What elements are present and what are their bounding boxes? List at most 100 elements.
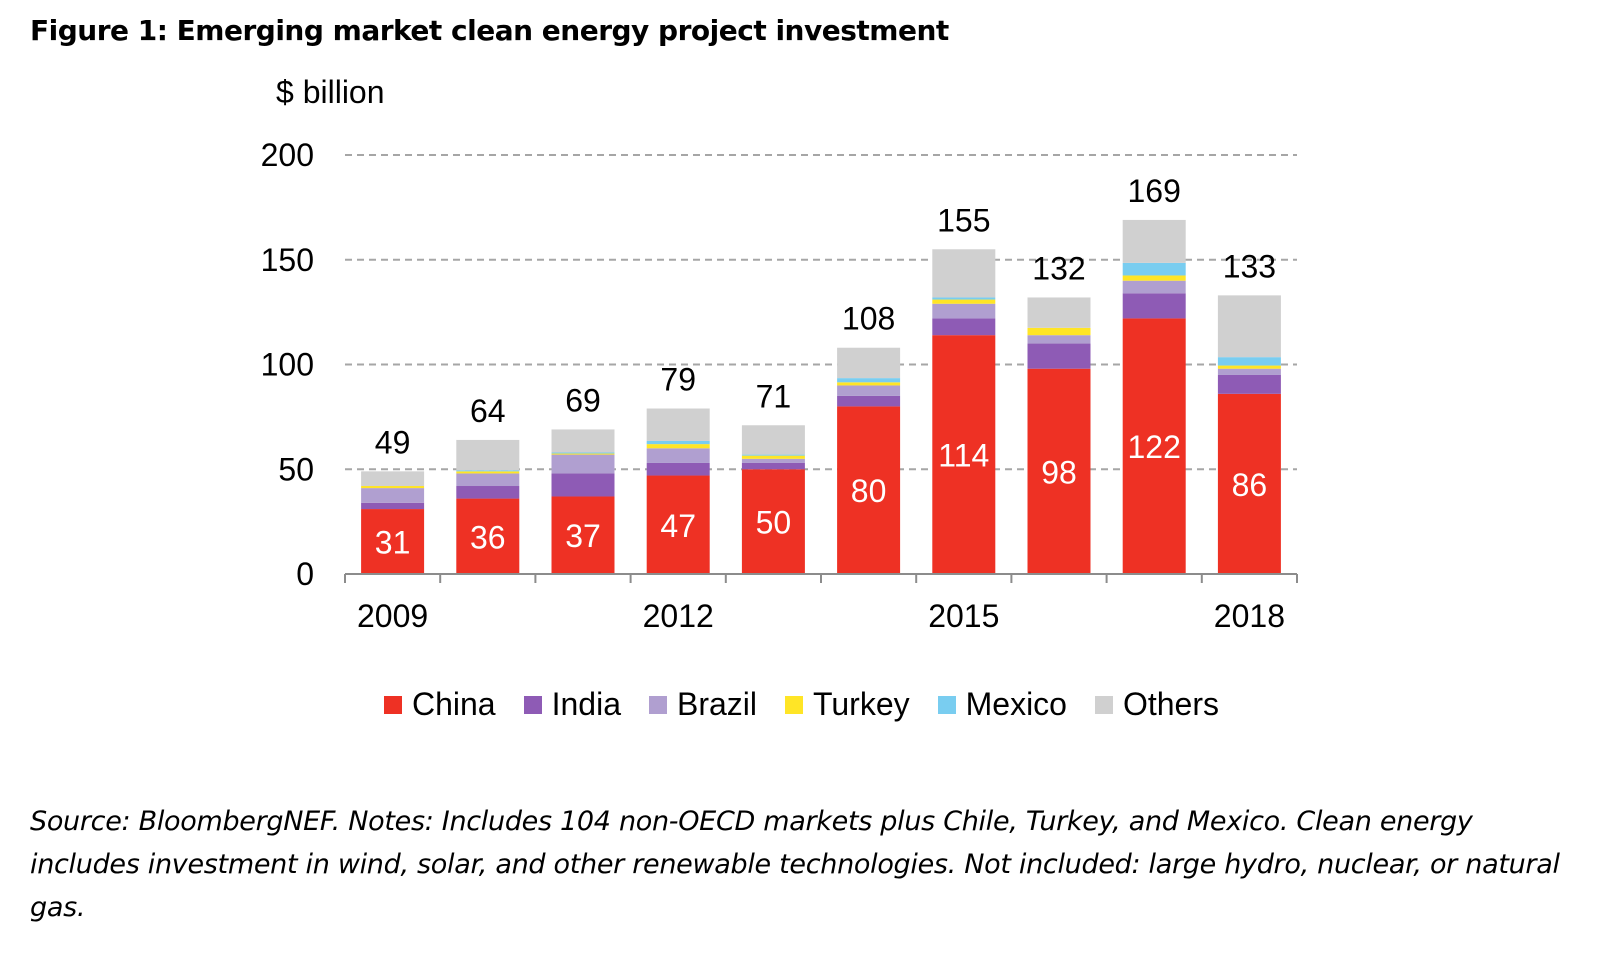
bar-segment-turkey [361, 486, 425, 489]
y-tick-label: 100 [261, 347, 314, 383]
data-labels: 49 31 64 36 69 37 79 47 71 50 108 80 155 114 132 98 169 1… [375, 173, 1276, 561]
x-axis-tick-labels: 2009 2012 2015 2018 [357, 598, 1285, 634]
legend-label: Turkey [813, 686, 910, 722]
stacked-bar-chart: 0 50 100 150 200 2009 2012 2015 2018 49 31 64 36 69… [261, 137, 1298, 634]
bar-segment-others [551, 429, 615, 453]
legend-item-mexico: Mexico [937, 686, 1067, 723]
bar-segment-india [741, 462, 805, 470]
x-axis [344, 573, 1298, 583]
china-value-label: 80 [851, 473, 887, 509]
bar-segment-others [456, 439, 520, 471]
figure-title: Figure 1: Emerging market clean energy p… [30, 14, 949, 47]
x-tick-label: 2015 [928, 598, 999, 634]
bar-segment-turkey [646, 444, 710, 449]
bar-segment-india [361, 502, 425, 510]
bar-segment-brazil [1217, 368, 1281, 375]
bar-segment-china [646, 475, 710, 574]
bar-segment-turkey [1122, 275, 1186, 281]
bar-segment-china [361, 509, 425, 574]
bar-segment-turkey [1217, 365, 1281, 369]
bar-segment-india [1122, 293, 1186, 319]
bar-segment-others [1122, 219, 1186, 263]
china-value-label: 114 [938, 438, 989, 474]
legend-item-brazil: Brazil [648, 686, 757, 723]
legend-label: Others [1122, 686, 1219, 722]
legend-swatch [1094, 695, 1113, 714]
china-value-label: 37 [565, 518, 601, 554]
bar-segment-brazil [1122, 280, 1186, 294]
total-label: 71 [756, 378, 792, 414]
bar-segment-others [932, 249, 996, 298]
bar-segment-others [646, 408, 710, 441]
bar-segment-china [1217, 393, 1281, 574]
bar-segment-brazil [837, 385, 901, 396]
bar-segment-brazil [646, 448, 710, 463]
bar-segment-india [837, 395, 901, 407]
y-tick-label: 50 [278, 451, 314, 487]
total-label: 132 [1032, 250, 1085, 286]
bar-segment-china [932, 335, 996, 574]
bar-segment-others [1027, 297, 1091, 328]
legend-label: Mexico [965, 686, 1067, 722]
total-label: 64 [470, 393, 506, 429]
legend-item-others: Others [1094, 686, 1219, 723]
bar-segment-india [1027, 343, 1091, 369]
bar-segment-brazil [1027, 335, 1091, 344]
bar-segment-mexico [932, 297, 996, 300]
y-tick-label: 200 [261, 137, 314, 173]
bar-segment-mexico [1122, 262, 1186, 276]
bar-segment-turkey [1027, 327, 1091, 336]
bar-stacks [361, 219, 1281, 574]
bar-segment-mexico [646, 440, 710, 445]
china-value-label: 50 [756, 505, 792, 541]
bar-segment-turkey [551, 453, 615, 455]
bar-segment-turkey [837, 382, 901, 386]
bar-segment-turkey [932, 299, 996, 304]
source-note: Source: BloombergNEF. Notes: Includes 10… [30, 806, 1560, 923]
legend-swatch [383, 695, 402, 714]
y-axis-tick-labels: 0 50 100 150 200 [261, 137, 314, 592]
legend-label: India [551, 686, 621, 722]
legend-label: Brazil [676, 686, 757, 722]
legend-swatch [523, 695, 542, 714]
bar-segment-brazil [932, 303, 996, 319]
bar-segment-china [456, 498, 520, 574]
legend-swatch [648, 695, 667, 714]
china-value-label: 86 [1232, 467, 1268, 503]
bar-segment-mexico [741, 454, 805, 456]
legend-swatch [937, 695, 956, 714]
total-label: 49 [375, 424, 411, 460]
bar-segment-others [837, 347, 901, 379]
bar-segment-turkey [456, 471, 520, 474]
bar-segment-others [741, 425, 805, 455]
bar-segment-mexico [837, 378, 901, 383]
china-value-label: 31 [375, 525, 411, 561]
total-label: 155 [937, 202, 990, 238]
bar-segment-china [551, 496, 615, 574]
chart-legend: China India Brazil Turkey Mexico Others [0, 686, 1603, 723]
bar-segment-india [551, 473, 615, 497]
bar-segment-india [456, 486, 520, 499]
china-value-label: 122 [1128, 429, 1181, 465]
x-tick-label: 2012 [643, 598, 714, 634]
y-tick-label: 150 [261, 242, 314, 278]
bar-segment-mexico [551, 452, 615, 454]
bar-segment-india [932, 318, 996, 336]
bar-segment-mexico [1217, 357, 1281, 366]
total-label: 79 [660, 361, 696, 397]
bar-segment-brazil [741, 458, 805, 463]
bar-segment-brazil [551, 454, 615, 474]
bar-segment-india [646, 462, 710, 476]
bar-segment-brazil [361, 488, 425, 503]
total-label: 108 [842, 301, 895, 337]
y-tick-label: 0 [296, 556, 314, 592]
china-value-label: 36 [470, 519, 506, 555]
bar-segment-brazil [456, 473, 520, 487]
total-label: 169 [1128, 173, 1181, 209]
china-value-label: 47 [660, 508, 696, 544]
china-value-label: 98 [1041, 454, 1077, 490]
total-label: 69 [565, 382, 601, 418]
bar-segment-others [1217, 295, 1281, 358]
legend-item-turkey: Turkey [785, 686, 910, 723]
bar-segment-mexico [456, 470, 520, 472]
